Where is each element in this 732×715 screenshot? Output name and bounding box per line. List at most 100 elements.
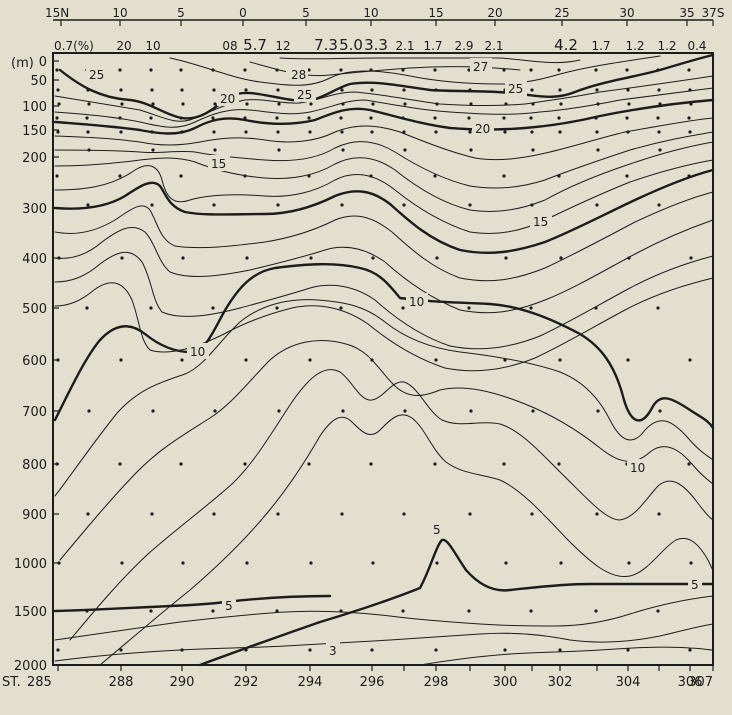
sample-dot	[119, 648, 123, 652]
sample-dot	[657, 512, 661, 516]
contour-6	[99, 414, 714, 666]
sample-dot	[339, 306, 343, 310]
surface-unit-label: 0.7(%)	[54, 39, 94, 53]
contour-8	[59, 340, 714, 561]
contour-14	[54, 191, 714, 282]
sample-dot	[402, 88, 406, 92]
sample-dot	[467, 306, 471, 310]
sample-dot	[180, 358, 184, 362]
sample-dot	[85, 306, 89, 310]
sample-dot	[213, 409, 217, 413]
contour-label: 25	[508, 82, 523, 96]
sample-dot	[594, 306, 598, 310]
contour-19	[54, 117, 714, 161]
station-tick-label: 304	[616, 675, 641, 690]
sample-dot	[503, 130, 507, 134]
sample-dot	[213, 148, 217, 152]
sample-dot	[308, 130, 312, 134]
sample-dot	[276, 512, 280, 516]
surface-value-label: 12	[275, 39, 290, 53]
sample-dot	[504, 102, 508, 106]
sample-dot	[402, 130, 406, 134]
depth-tick-label: 1500	[14, 605, 47, 620]
station-dots	[55, 68, 693, 652]
sample-dot	[56, 88, 60, 92]
label-bg	[187, 343, 209, 359]
sample-dot	[529, 306, 533, 310]
sample-dot	[149, 116, 153, 120]
sample-dot	[626, 648, 630, 652]
y-axis-unit: (m)	[11, 56, 34, 71]
sample-dot	[627, 561, 631, 565]
contour-label: 5	[691, 578, 699, 592]
sample-dot	[657, 88, 661, 92]
sample-dot	[86, 88, 90, 92]
sample-dot	[656, 609, 660, 613]
sample-dot	[595, 203, 599, 207]
sample-dot	[468, 130, 472, 134]
sample-dot	[339, 609, 343, 613]
sample-dot	[467, 116, 471, 120]
station-tick-label: 285	[27, 675, 52, 690]
contour-7	[69, 369, 714, 641]
sample-dot	[85, 116, 89, 120]
sample-dot	[530, 130, 534, 134]
sample-dot	[370, 130, 374, 134]
sample-dot	[211, 68, 215, 72]
depth-tick-label: 1000	[14, 557, 47, 572]
sample-dot	[469, 148, 473, 152]
sample-dot	[502, 174, 506, 178]
sample-dot	[626, 88, 630, 92]
sample-dot	[341, 148, 345, 152]
sample-dot	[307, 174, 311, 178]
surface-value-label: 5.7	[243, 36, 267, 54]
station-tick-label: 294	[298, 675, 323, 690]
sample-dot	[435, 102, 439, 106]
sample-dot	[468, 512, 472, 516]
sample-dot	[531, 409, 535, 413]
sample-dot	[689, 256, 693, 260]
sample-dot	[656, 68, 660, 72]
sample-dot	[594, 68, 598, 72]
sample-dot	[243, 462, 247, 466]
station-tick-label: 298	[424, 675, 449, 690]
sample-dot	[57, 256, 61, 260]
sample-dot	[529, 68, 533, 72]
sample-dot	[433, 68, 437, 72]
sample-dot	[433, 174, 437, 178]
sample-dot	[403, 102, 407, 106]
sample-dot	[688, 88, 692, 92]
sample-dot	[529, 609, 533, 613]
sample-dot	[402, 203, 406, 207]
sample-dot	[181, 256, 185, 260]
sample-dot	[307, 68, 311, 72]
sample-dot	[625, 174, 629, 178]
sample-dot	[689, 102, 693, 106]
depth-tick-label: 2000	[14, 659, 47, 674]
sample-dot	[687, 462, 691, 466]
sample-dot	[307, 116, 311, 120]
sample-dot	[689, 561, 693, 565]
label-bg	[688, 576, 702, 592]
sample-dot	[557, 462, 561, 466]
depth-tick-label: 150	[22, 124, 47, 139]
sample-dot	[502, 68, 506, 72]
sample-dot	[181, 102, 185, 106]
sample-dot	[531, 148, 535, 152]
sample-dot	[469, 409, 473, 413]
station-tick-label: 307	[688, 675, 713, 690]
sample-dot	[595, 130, 599, 134]
sample-dot	[467, 609, 471, 613]
sample-dot	[180, 648, 184, 652]
sample-dot	[402, 512, 406, 516]
latitude-tick-label: 37S	[702, 6, 725, 20]
sample-dot	[595, 88, 599, 92]
contour-10	[53, 263, 715, 430]
sample-dot	[403, 409, 407, 413]
label-bg	[627, 459, 649, 475]
station-tick-label: 290	[170, 675, 195, 690]
sample-dot	[433, 462, 437, 466]
sample-dot	[149, 68, 153, 72]
sample-dot	[308, 648, 312, 652]
